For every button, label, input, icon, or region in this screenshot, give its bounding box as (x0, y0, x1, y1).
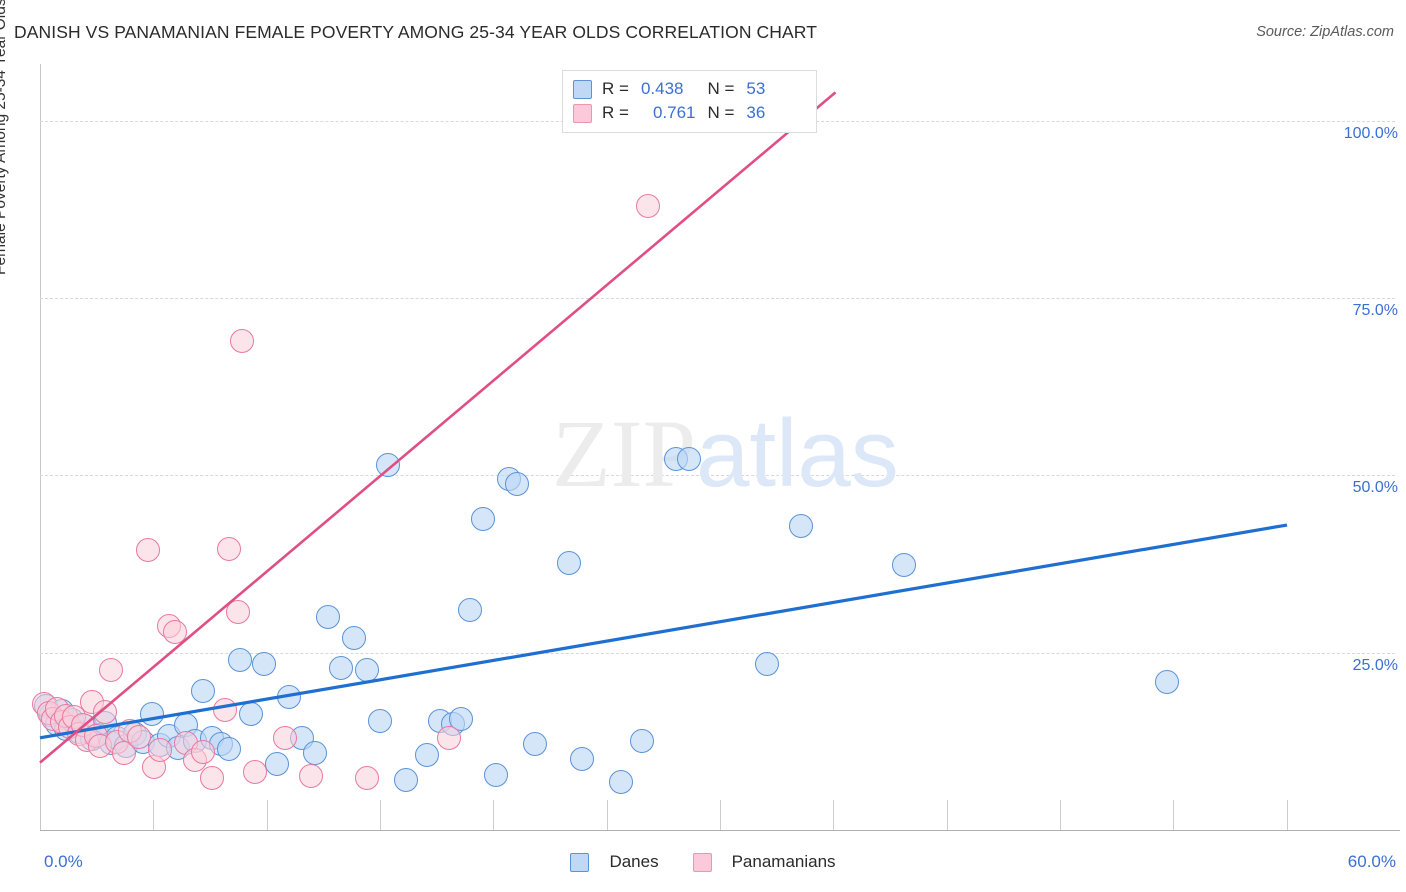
scatter-point-danes (277, 684, 302, 709)
x-axis-line (40, 830, 1400, 831)
scatter-point-danes (1154, 670, 1179, 695)
n-label-danes: N = (707, 79, 735, 98)
scatter-point-panamanians (273, 725, 298, 750)
scatter-point-danes (191, 678, 216, 703)
scatter-point-panamanians (212, 698, 237, 723)
n-value-panamanians: 36 (746, 103, 766, 122)
x-axis-label-max: 60.0% (1347, 852, 1396, 871)
x-axis-tick (1060, 800, 1061, 830)
scatter-point-danes (789, 514, 814, 539)
trend-line-panamanians (39, 91, 837, 764)
r-label-panamanians: R = (602, 103, 629, 122)
scatter-point-danes (608, 770, 633, 795)
legend-label-panamanians: Panamanians (731, 852, 836, 871)
scatter-point-panamanians (243, 759, 267, 784)
scatter-point-danes (415, 742, 439, 767)
x-axis-tick (266, 800, 268, 830)
scatter-point-panamanians (436, 725, 461, 750)
r-label-danes: R = (602, 79, 629, 98)
stats-row-panamanians: R = 0.761 N = 36 (573, 101, 806, 125)
scatter-point-danes (227, 647, 252, 672)
scatter-point-danes (376, 453, 401, 478)
scatter-point-danes (139, 701, 164, 726)
scatter-point-danes (754, 652, 779, 677)
x-axis-tick (833, 800, 835, 830)
scatter-point-danes (303, 740, 328, 765)
scatter-point-panamanians (217, 537, 242, 562)
scatter-point-danes (264, 752, 289, 777)
n-value-danes: 53 (746, 79, 766, 98)
swatch-danes-icon (573, 79, 592, 99)
r-value-danes: 0.438 (640, 79, 684, 98)
scatter-point-danes (892, 552, 917, 577)
watermark-atlas: atlas (696, 400, 899, 507)
correlation-stats-box: R = 0.438 N = 53 R = 0.761 N = 36 (562, 70, 817, 133)
x-axis-tick (720, 800, 721, 830)
scatter-point-danes (393, 767, 418, 792)
y-axis-title: Female Poverty Among 25-34 Year Olds (0, 0, 9, 275)
scatter-point-danes (556, 551, 581, 576)
scatter-point-danes (367, 708, 392, 733)
scatter-point-panamanians (148, 737, 173, 762)
scatter-point-danes (483, 762, 508, 787)
n-label-panamanians: N = (707, 103, 735, 122)
r-value-panamanians: 0.761 (652, 103, 696, 122)
stats-row-danes: R = 0.438 N = 53 (573, 77, 806, 101)
scatter-point-danes (329, 656, 353, 681)
scatter-point-panamanians (230, 328, 255, 353)
x-axis-tick (153, 800, 155, 830)
scatter-point-danes (677, 447, 702, 472)
swatch-panamanians-icon (573, 103, 592, 123)
gridline (40, 475, 1395, 477)
x-axis-tick (1173, 800, 1175, 830)
x-axis-tick (946, 800, 948, 830)
legend-swatch-panamanians-icon (692, 852, 712, 872)
y-axis-tick-label: 100.0% (1343, 124, 1398, 142)
page-title: DANISH VS PANAMANIAN FEMALE POVERTY AMON… (14, 22, 817, 42)
watermark: ZIPatlas (552, 406, 899, 502)
legend-label-danes: Danes (609, 852, 659, 871)
scatter-point-danes (470, 507, 495, 532)
legend-item-panamanians[interactable]: Panamanians (692, 852, 836, 872)
scatter-point-danes (238, 701, 263, 726)
x-axis-tick (1286, 800, 1288, 830)
scatter-point-panamanians (163, 620, 188, 645)
y-axis-tick-label: 25.0% (1352, 656, 1398, 674)
scatter-point-panamanians (636, 193, 661, 218)
legend-swatch-danes-icon (570, 852, 590, 872)
scatter-point-panamanians (92, 700, 117, 725)
scatter-point-danes (251, 652, 276, 677)
scatter-point-panamanians (354, 765, 379, 790)
legend-item-danes[interactable]: Danes (570, 852, 659, 872)
scatter-point-panamanians (191, 739, 216, 764)
scatter-point-panamanians (126, 725, 151, 750)
gridline (40, 298, 1395, 300)
y-axis-tick-label: 75.0% (1352, 302, 1398, 320)
scatter-point-danes (630, 728, 654, 753)
series-legend: Danes Panamanians (0, 852, 1406, 872)
scatter-point-danes (316, 605, 341, 630)
scatter-point-danes (569, 747, 594, 772)
source-label: Source: ZipAtlas.com (1256, 24, 1394, 40)
scatter-point-panamanians (200, 766, 224, 791)
scatter-point-danes (341, 625, 366, 650)
scatter-point-panamanians (298, 764, 323, 789)
scatter-point-panamanians (98, 658, 123, 683)
x-axis-label-min: 0.0% (44, 852, 83, 871)
scatter-point-danes (458, 598, 482, 623)
scatter-point-danes (522, 732, 547, 757)
x-axis-tick (380, 800, 381, 830)
scatter-point-danes (217, 737, 242, 762)
scatter-point-panamanians (135, 537, 160, 562)
scatter-point-danes (505, 471, 530, 496)
x-axis-tick (493, 800, 495, 830)
y-axis-tick-label: 50.0% (1352, 479, 1398, 497)
scatter-point-panamanians (225, 599, 250, 624)
scatter-point-danes (354, 658, 379, 683)
x-axis-tick (606, 800, 608, 830)
